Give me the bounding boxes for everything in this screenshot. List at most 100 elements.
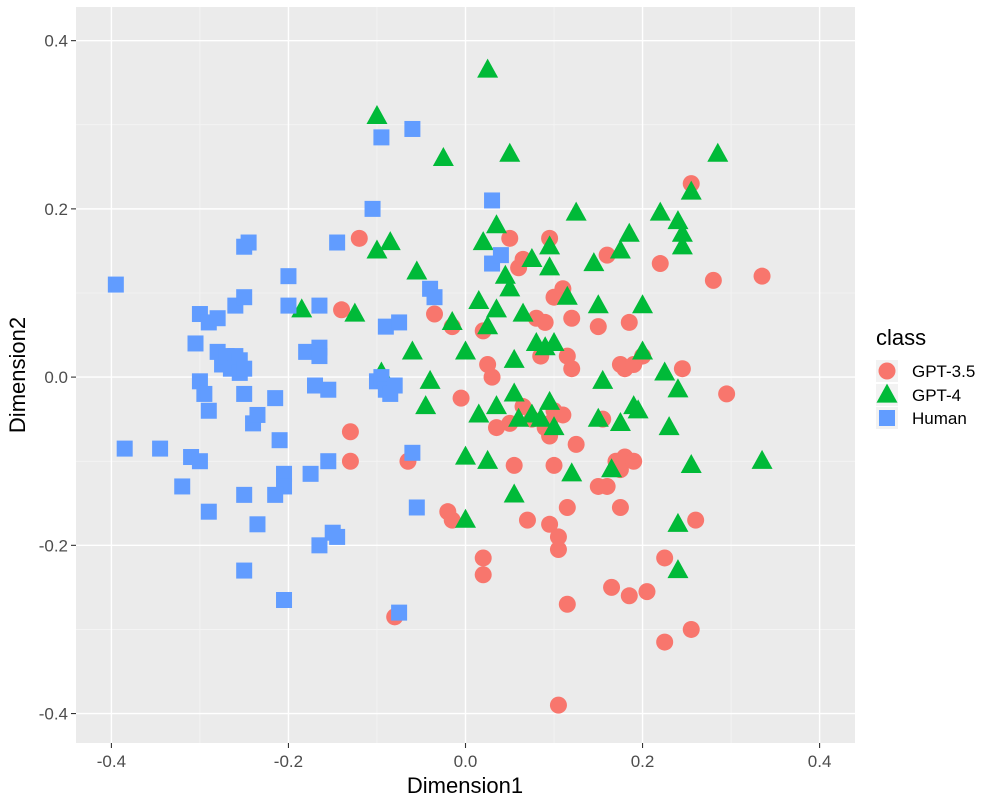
gpt35-point — [682, 620, 700, 638]
human-point — [191, 373, 208, 390]
gpt4-point — [521, 247, 543, 267]
gpt4-point — [455, 340, 476, 360]
gpt4-point — [455, 508, 476, 528]
gpt35-point — [501, 229, 519, 247]
human-point — [329, 234, 346, 251]
human-point — [311, 348, 328, 365]
gpt4-point — [543, 332, 565, 352]
grid-lines — [76, 7, 855, 743]
gpt4-point — [472, 231, 494, 251]
human-point — [386, 377, 403, 394]
gpt4-point — [503, 348, 525, 368]
gpt4-point — [543, 416, 565, 436]
gpt4-point — [485, 298, 507, 318]
human-point — [320, 381, 337, 398]
human-point — [320, 453, 337, 470]
human-point — [276, 592, 293, 609]
gpt35-point — [536, 313, 554, 331]
gpt4-point — [503, 382, 525, 402]
human-point — [298, 343, 315, 360]
legend-key-human — [879, 410, 895, 426]
human-point — [174, 478, 191, 495]
x-tick-label: 0.4 — [808, 752, 832, 771]
gpt4-point — [477, 58, 499, 78]
gpt35-point — [611, 498, 629, 516]
gpt4-point — [671, 222, 693, 242]
gpt4-point — [406, 260, 428, 280]
y-tick-label: 0.0 — [44, 368, 68, 387]
gpt4-point — [477, 449, 499, 469]
human-point — [391, 314, 408, 331]
gpt35-point — [638, 583, 656, 601]
gpt35-point — [443, 511, 461, 529]
human-point — [116, 440, 133, 457]
gpt4-point — [632, 294, 654, 314]
legend-label-gpt4: GPT-4 — [912, 386, 961, 405]
gpt35-point — [487, 419, 505, 437]
gpt35-point — [753, 267, 771, 285]
gpt4-point — [499, 277, 521, 297]
human-point — [280, 268, 297, 285]
gpt35-point — [483, 368, 501, 386]
human-point — [276, 465, 293, 482]
gpt4-point — [485, 395, 507, 415]
y-tick-label: -0.2 — [39, 536, 68, 555]
gpt35-point — [474, 549, 492, 567]
gpt4-point — [530, 407, 552, 427]
gpt35-point — [589, 318, 607, 336]
gpt35-point — [474, 566, 492, 584]
human-point — [236, 486, 253, 503]
gpt4-point — [556, 285, 578, 305]
human-point — [196, 385, 213, 402]
gpt35-point — [541, 515, 559, 533]
gpt35-point — [558, 595, 576, 613]
gpt35-point — [620, 587, 638, 605]
gpt4-point — [667, 559, 689, 579]
gpt4-point — [539, 235, 561, 255]
legend-label-gpt35: GPT-3.5 — [912, 362, 975, 381]
human-point — [152, 440, 169, 457]
gpt4-point — [587, 407, 609, 427]
gpt35-point — [598, 477, 616, 495]
gpt4-point — [441, 311, 463, 331]
gpt35-point — [549, 528, 567, 546]
human-point — [267, 486, 284, 503]
gpt4-point — [667, 378, 689, 398]
gpt35-point — [549, 541, 567, 559]
gpt4-point — [291, 298, 313, 318]
gpt35-point — [598, 246, 616, 264]
human-point — [391, 604, 408, 621]
legend-label-human: Human — [912, 409, 967, 428]
gpt35-point — [673, 360, 691, 378]
gpt4-point — [468, 290, 490, 309]
human-point — [302, 465, 319, 482]
gpt4-point — [658, 416, 680, 436]
gpt35-point — [518, 511, 536, 529]
gpt35-point — [656, 549, 674, 567]
legend-key-gpt35 — [878, 362, 896, 380]
x-axis-title: Dimension1 — [407, 773, 523, 798]
gpt4-point — [401, 340, 423, 360]
human-point — [187, 335, 204, 352]
human-point — [236, 238, 253, 255]
gpt35-point — [620, 313, 638, 331]
gpt4-point — [751, 449, 773, 469]
gpt4-point — [561, 462, 583, 482]
gpt35-point — [625, 452, 643, 470]
gpt4-point — [565, 201, 587, 221]
gpt35-point — [651, 255, 669, 273]
legend-key-gpt4 — [876, 383, 898, 403]
gpt35-point — [545, 456, 563, 474]
gpt4-point — [583, 252, 605, 272]
human-point — [373, 129, 390, 146]
gpt35-point — [567, 435, 585, 453]
gpt4-point — [667, 512, 689, 532]
gpt4-point — [680, 454, 702, 474]
gpt4-point — [609, 411, 631, 431]
human-point — [236, 360, 253, 377]
gpt4-point — [366, 104, 388, 124]
gpt35-point — [350, 229, 368, 247]
human-point — [408, 499, 425, 516]
human-point — [426, 289, 443, 306]
